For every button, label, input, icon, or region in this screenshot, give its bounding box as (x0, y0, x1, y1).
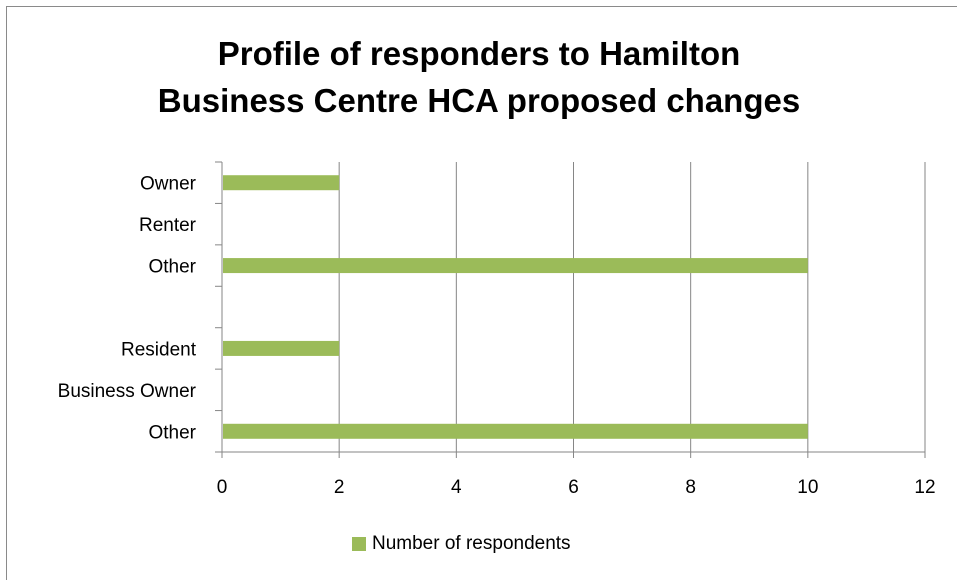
category-label: Other (148, 257, 196, 278)
x-tick-label: 0 (217, 477, 228, 498)
bar (223, 423, 808, 439)
x-tick-label: 8 (685, 477, 696, 498)
category-label: Owner (140, 174, 197, 195)
legend-label: Number of respondents (372, 533, 571, 554)
bar (223, 258, 808, 274)
category-label: Business Owner (58, 381, 197, 402)
x-tick-label: 2 (334, 477, 345, 498)
x-tick-label: 10 (797, 477, 818, 498)
x-tick-label: 12 (914, 477, 935, 498)
x-tick-label: 4 (451, 477, 462, 498)
category-labels: Owner Renter Other Resident Business Owner Ot… (58, 174, 197, 444)
chart-title-line-2: Business Centre HCA proposed changes (157, 82, 801, 119)
chart-title-line-1: Profile of responders to Hamilton (217, 35, 741, 72)
chart-frame (6, 6, 957, 580)
grid-lines (338, 162, 926, 452)
x-tick-labels: 0 2 4 6 8 10 12 (217, 477, 936, 498)
bar (223, 175, 340, 191)
chart-title: Profile of responders to Hamilton Busine… (0, 30, 958, 124)
category-label: Resident (121, 339, 197, 360)
legend-swatch (352, 537, 366, 551)
category-label: Renter (139, 215, 197, 236)
axes (215, 161, 926, 458)
legend: Number of respondents (352, 532, 571, 556)
bars (223, 175, 808, 439)
x-tick-label: 6 (568, 477, 579, 498)
bar (223, 340, 340, 356)
category-label: Other (148, 422, 196, 443)
